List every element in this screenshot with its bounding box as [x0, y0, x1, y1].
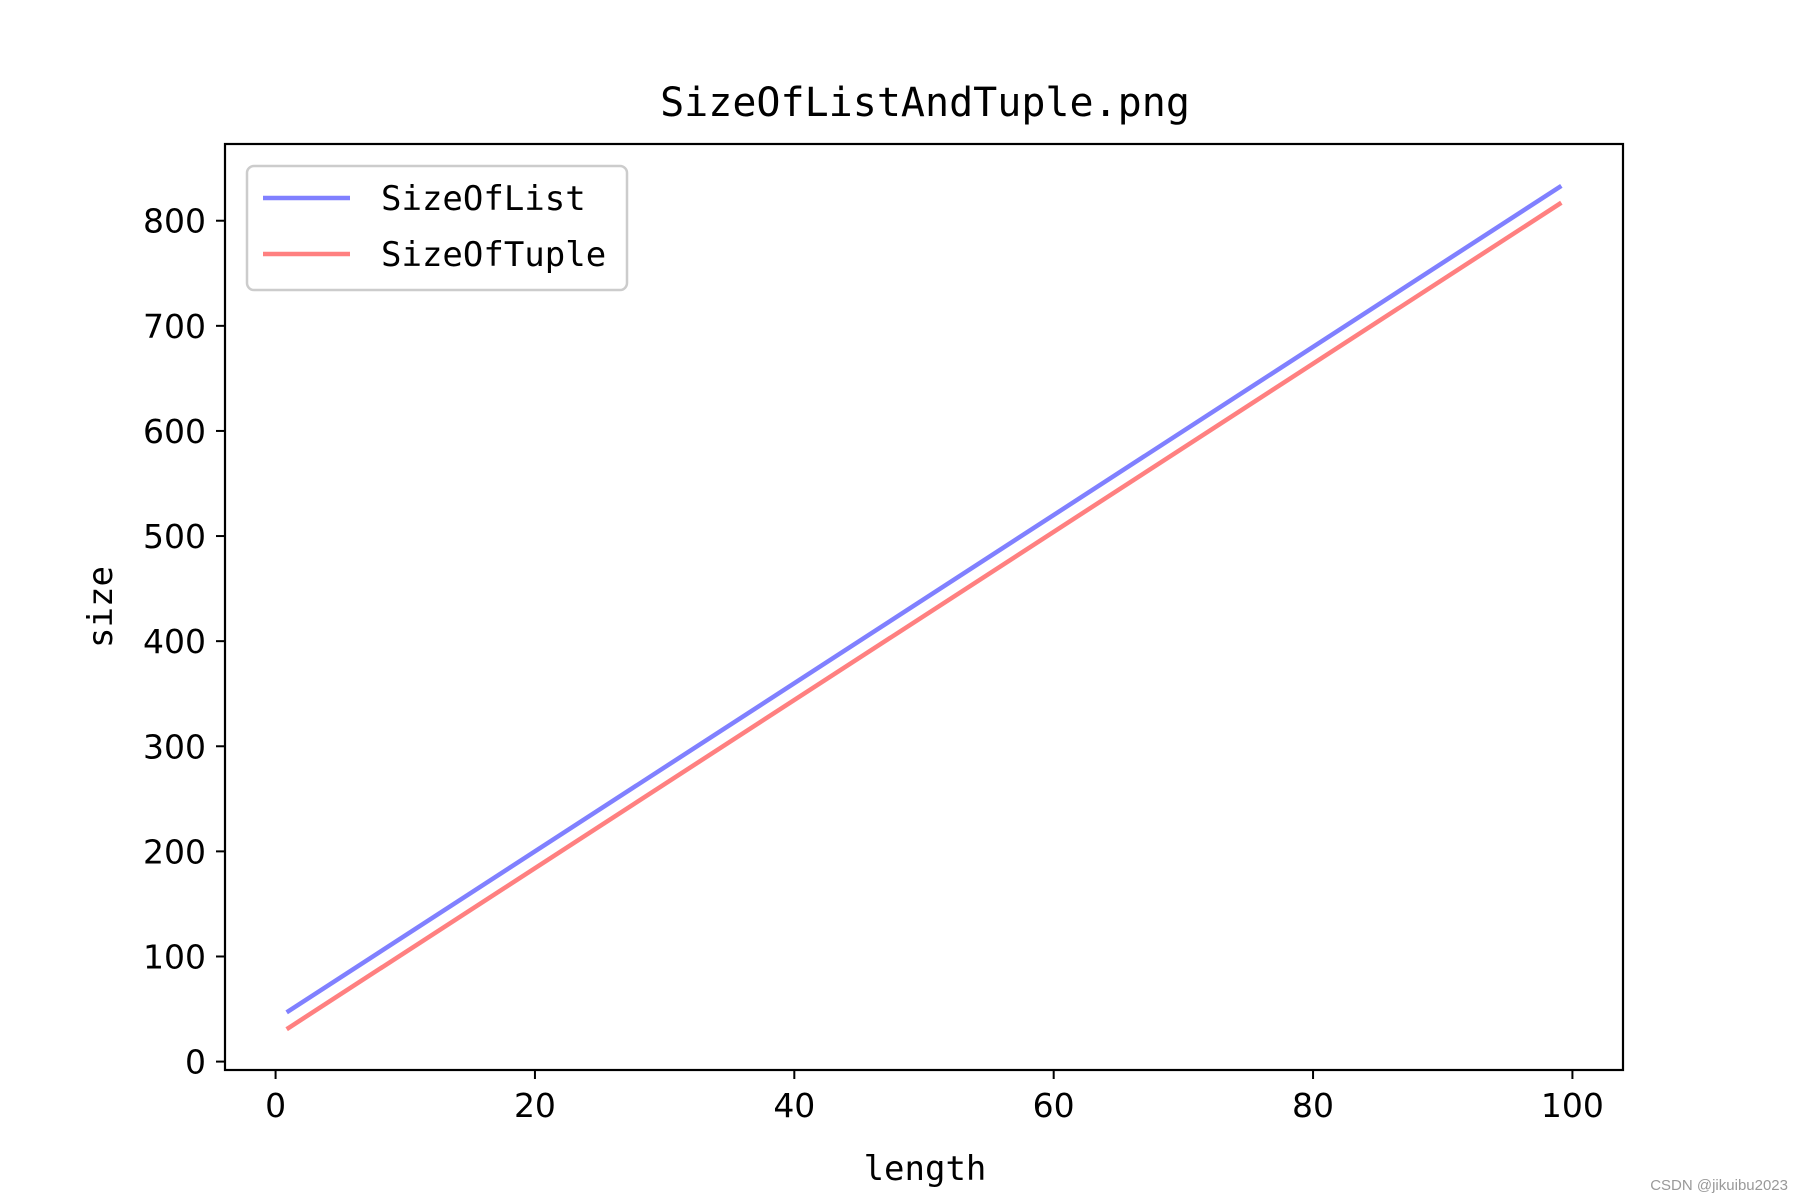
y-tick-label: 600 [143, 412, 206, 451]
y-tick-label: 200 [143, 832, 206, 871]
series-line-2 [285, 200, 1563, 1032]
legend: SizeOfList SizeOfTuple [245, 164, 629, 292]
y-tick-label: 500 [143, 517, 206, 556]
x-tick-label: 20 [514, 1086, 556, 1125]
x-tick-label: 0 [265, 1086, 286, 1125]
x-tick-label: 60 [1033, 1086, 1075, 1125]
y-tick-label: 300 [143, 727, 206, 766]
x-axis-label: length [864, 1149, 987, 1189]
y-tick-label: 700 [143, 307, 206, 346]
x-axis: 0 20 40 60 80 100 [265, 1070, 1604, 1125]
plot-area [285, 183, 1563, 1032]
series-line-1 [285, 183, 1563, 1015]
x-tick-label: 40 [773, 1086, 815, 1125]
x-tick-label: 100 [1541, 1086, 1604, 1125]
axes-frame [223, 142, 1625, 1072]
y-axis-label: size [81, 566, 121, 648]
y-tick-label: 400 [143, 622, 206, 661]
y-tick-label: 800 [143, 202, 206, 241]
y-axis: 0 100 200 300 400 500 600 700 800 [143, 202, 225, 1082]
chart-title: SizeOfListAndTuple.png [660, 80, 1190, 126]
watermark: CSDN @jikuibu2023 [1650, 1177, 1788, 1194]
x-tick-label: 80 [1292, 1086, 1334, 1125]
y-tick-label: 0 [185, 1043, 206, 1082]
legend-label: SizeOfTuple [381, 235, 606, 275]
y-tick-label: 100 [143, 937, 206, 976]
legend-label: SizeOfList [381, 179, 586, 219]
